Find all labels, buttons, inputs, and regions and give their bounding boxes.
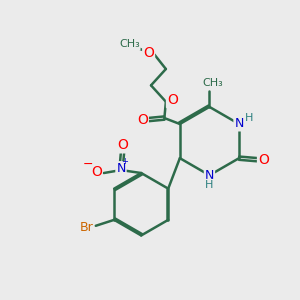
Text: CH₃: CH₃ <box>202 78 223 88</box>
Text: O: O <box>137 112 148 127</box>
Text: O: O <box>258 153 269 167</box>
Text: −: − <box>83 158 94 171</box>
Text: O: O <box>117 138 128 152</box>
Text: O: O <box>91 164 102 178</box>
Text: CH₃: CH₃ <box>119 39 140 49</box>
Text: H: H <box>205 180 214 190</box>
Text: O: O <box>167 93 178 107</box>
Text: N: N <box>116 162 126 175</box>
Text: O: O <box>143 46 154 60</box>
Text: N: N <box>205 169 214 182</box>
Text: +: + <box>121 157 128 166</box>
Text: H: H <box>245 113 253 123</box>
Text: Br: Br <box>80 221 93 234</box>
Text: N: N <box>234 118 244 130</box>
